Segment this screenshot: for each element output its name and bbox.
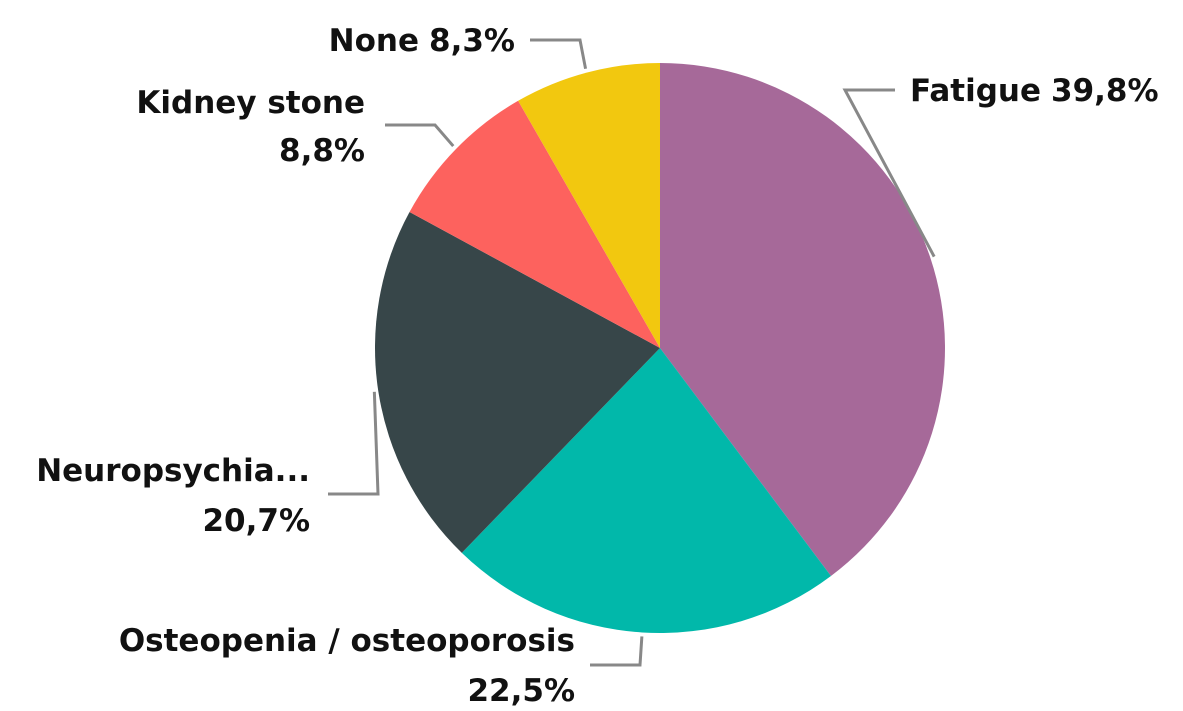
slice-label: Fatigue 39,8% [910, 73, 1159, 109]
value-label: 8,8% [279, 133, 365, 169]
leader-line [842, 88, 936, 258]
category-name: Neuropsychia... [36, 453, 310, 489]
pie-slice [374, 212, 660, 553]
leader-line [385, 123, 455, 148]
pie-slice [461, 348, 831, 634]
category-name: None [329, 23, 419, 59]
leader-line [590, 636, 644, 667]
value-label: 20,7% [202, 503, 310, 539]
category-name: Kidney stone [136, 85, 365, 121]
pie-slice [409, 100, 660, 348]
slice-label: None 8,3% [329, 23, 515, 59]
pie-slice [518, 63, 660, 348]
pie-slice [660, 63, 945, 577]
category-name: Fatigue [910, 73, 1041, 109]
value-label: 22,5% [467, 673, 575, 709]
leader-line [328, 391, 380, 496]
value-label: 8,3% [429, 23, 515, 59]
category-name: Osteopenia / osteoporosis [119, 623, 575, 659]
leader-line [530, 38, 588, 70]
value-label: 39,8% [1051, 73, 1159, 109]
